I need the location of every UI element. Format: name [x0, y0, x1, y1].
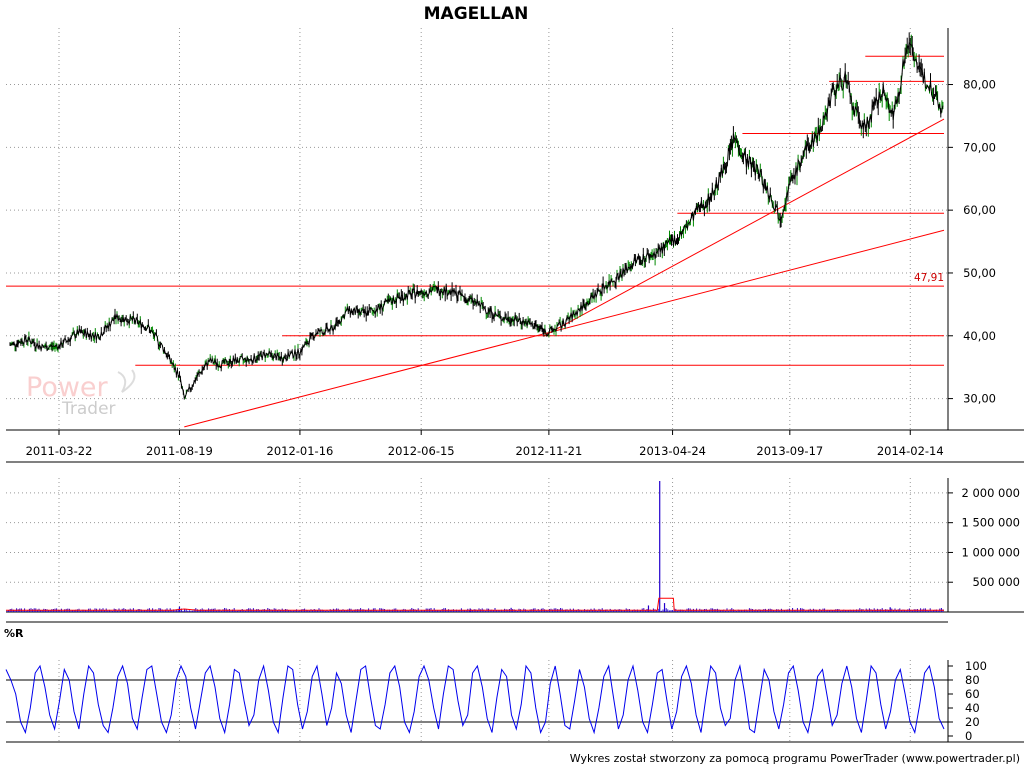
- volume-y-ticks: 500 000 1 000 000 1 500 000 2 000 000: [948, 486, 1020, 589]
- trend-line: [184, 229, 945, 428]
- footer-credit: Wykres został stworzony za pomocą progra…: [570, 752, 1020, 765]
- price-grid: [6, 28, 948, 430]
- watermark-swoosh: [117, 369, 136, 393]
- x-tick-label: 2011-03-22: [26, 444, 93, 458]
- volume-tick-label: 1 000 000: [961, 545, 1020, 559]
- y-tick-label: 70,00: [963, 140, 996, 154]
- wr-level-lines: [6, 679, 948, 723]
- x-tick-label: 2012-01-16: [267, 444, 334, 458]
- y-tick-label: 60,00: [963, 203, 996, 217]
- price-panel: 30,00 40,00 50,00 60,00 70,00 80,00 2011-03-2…: [6, 28, 1024, 463]
- x-tick-label: 2012-11-21: [515, 444, 582, 458]
- wr-grid: [58, 660, 911, 742]
- x-tick-label: 2011-08-19: [146, 444, 213, 458]
- y-tick-label: 30,00: [963, 392, 996, 406]
- x-tick-label: 2013-04-24: [639, 444, 706, 458]
- volume-average-line: [6, 597, 944, 611]
- y-tick-label: 40,00: [963, 329, 996, 343]
- volume-panel: 500 000 1 000 000 1 500 000 2 000 000: [6, 478, 1024, 623]
- support-lines: [6, 55, 945, 428]
- volume-bars: [6, 480, 944, 612]
- price-close-line: [10, 41, 944, 399]
- price-series: [9, 32, 944, 400]
- chart-title: MAGELLAN: [424, 4, 529, 24]
- trend-line: [543, 118, 945, 337]
- price-x-ticks: 2011-03-22 2011-08-19 2012-01-16 2012-06-15…: [26, 430, 944, 458]
- volume-tick-label: 2 000 000: [961, 486, 1020, 500]
- x-tick-label: 2013-09-17: [756, 444, 823, 458]
- watermark-trader: Trader: [61, 399, 116, 419]
- x-tick-label: 2014-02-14: [877, 444, 944, 458]
- wr-tick-label: 0: [965, 729, 972, 743]
- volume-tick-label: 500 000: [972, 575, 1020, 589]
- wr-series: [5, 664, 945, 735]
- wr-tick-label: 20: [965, 715, 980, 729]
- level-label: 47,91: [914, 272, 944, 284]
- price-y-ticks: 30,00 40,00 50,00 60,00 70,00 80,00: [948, 78, 996, 406]
- volume-grid: [6, 478, 948, 612]
- wr-title: %R: [4, 627, 24, 640]
- wr-tick-label: 100: [965, 659, 987, 673]
- wr-tick-label: 60: [965, 687, 980, 701]
- watermark: Power Trader: [26, 369, 136, 419]
- volume-tick-label: 1 500 000: [961, 516, 1020, 530]
- watermark-power: Power: [26, 372, 109, 403]
- x-tick-label: 2012-06-15: [388, 444, 455, 458]
- wr-tick-label: 40: [965, 701, 980, 715]
- wr-tick-label: 80: [965, 673, 980, 687]
- y-tick-label: 80,00: [963, 78, 996, 92]
- y-tick-label: 50,00: [963, 266, 996, 280]
